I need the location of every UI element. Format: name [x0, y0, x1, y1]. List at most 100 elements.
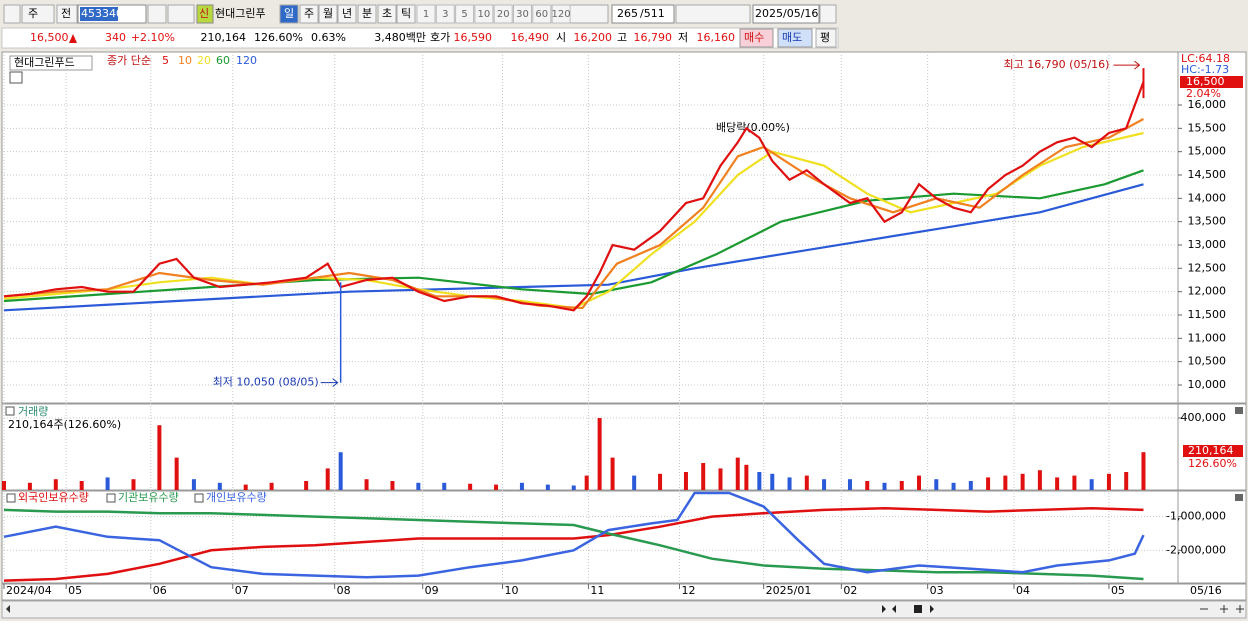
change-rate: +2.10%	[131, 31, 175, 44]
volume-bar	[2, 481, 6, 490]
legend-entry: 개인보유수량	[206, 491, 267, 504]
legend-box	[194, 493, 204, 503]
count: 20	[497, 9, 510, 20]
volume-bar	[917, 475, 922, 490]
sell-btn[interactable]	[777, 28, 813, 48]
shown-count: 265	[617, 7, 638, 20]
x-tick-label: 06	[153, 584, 167, 597]
close-btn[interactable]	[1235, 494, 1243, 501]
y-tick-label: 13,500	[1188, 215, 1227, 228]
volume-bar	[1141, 452, 1146, 490]
sound-btn[interactable]	[167, 4, 195, 24]
volume-bar	[986, 477, 991, 490]
scrollbar[interactable]	[1, 600, 1247, 619]
interval-btn[interactable]	[357, 4, 377, 24]
low-arrow	[320, 378, 339, 388]
volume-bar	[27, 482, 32, 490]
volume-bar	[770, 473, 775, 490]
volume-bar	[53, 479, 58, 490]
name-box	[9, 55, 93, 71]
count-btn[interactable]	[474, 4, 494, 24]
count-btn[interactable]	[455, 4, 475, 24]
volume-bar	[757, 472, 762, 490]
legend-entry: 기관보유수량	[118, 491, 179, 504]
count-btn[interactable]	[532, 4, 552, 24]
volume-bar	[364, 479, 369, 490]
count: 3	[442, 9, 448, 20]
volume-bar	[735, 457, 740, 490]
buy-btn[interactable]	[739, 28, 774, 48]
panel-box	[5, 406, 15, 416]
legend-box	[106, 493, 116, 503]
new-badge-box	[196, 4, 214, 24]
volume-bar	[1003, 475, 1008, 490]
x-tick-label: 07	[235, 584, 249, 597]
date-box[interactable]	[752, 4, 820, 24]
volume-bar	[1124, 472, 1129, 490]
panel-stock-name: 현대그린푸드	[14, 56, 75, 69]
count-btn[interactable]	[416, 4, 436, 24]
interval-btn[interactable]	[377, 4, 397, 24]
search-btn[interactable]	[147, 4, 167, 24]
period: 주	[28, 7, 38, 20]
table-icon[interactable]	[9, 71, 23, 84]
series-line	[3, 183, 1144, 312]
volume-bar	[822, 479, 827, 490]
avg-btn[interactable]	[815, 28, 837, 48]
count-btn[interactable]	[493, 4, 513, 24]
volume-bar	[632, 475, 637, 490]
volume-bar	[683, 472, 688, 490]
volume-current: 210,164	[1188, 444, 1234, 457]
menu-icon[interactable]	[3, 4, 21, 24]
zoom-in[interactable]	[1220, 605, 1244, 613]
current-box	[1180, 76, 1243, 88]
volume-bar	[787, 477, 792, 490]
interval: 년	[342, 7, 352, 20]
volume-bar	[442, 482, 447, 490]
interval-btn[interactable]	[279, 4, 299, 24]
count-btn[interactable]	[551, 4, 571, 24]
prev-btn[interactable]	[56, 4, 78, 24]
volume-bar	[934, 479, 939, 490]
y-tick-label: 12,000	[1188, 285, 1227, 298]
count-btn[interactable]	[513, 4, 532, 24]
y-tick-label: 15,500	[1188, 121, 1227, 134]
volume-bar	[105, 477, 110, 490]
count: 5	[461, 9, 467, 20]
interval-btn[interactable]	[337, 4, 357, 24]
count: 1	[423, 9, 429, 20]
series-line	[3, 118, 1145, 310]
interval: 초	[382, 7, 392, 20]
current-rate: 2.04%	[1186, 87, 1221, 100]
volume-bar	[304, 481, 309, 490]
tool-icons[interactable]	[675, 4, 751, 24]
playback-icons[interactable]	[882, 605, 934, 613]
date: 2025/05/16	[755, 7, 818, 20]
x-tick-label: 03	[930, 584, 944, 597]
current-price: 16,500	[1186, 75, 1225, 88]
y-tick-label: 400,000	[1181, 411, 1227, 424]
volume-bar	[584, 475, 589, 490]
legend-entry: 60	[216, 54, 230, 67]
interval-btn[interactable]	[299, 4, 319, 24]
volume-bar	[191, 479, 196, 490]
sell: 매도	[782, 31, 802, 44]
count-select[interactable]	[569, 4, 609, 24]
volume-ratio: 126.60%	[254, 31, 303, 44]
legend-entry: 5	[162, 54, 169, 67]
y-tick-label: 14,000	[1188, 191, 1227, 204]
count-btn[interactable]	[435, 4, 455, 24]
interval: 분	[362, 7, 372, 20]
interval: 월	[323, 7, 333, 20]
x-tick-label: 08	[337, 584, 351, 597]
period-select[interactable]	[21, 4, 55, 24]
calendar-btn[interactable]	[819, 4, 837, 24]
y-tick-label: -1,000,000	[1166, 510, 1226, 523]
close-btn[interactable]	[1235, 407, 1243, 414]
scroll-left[interactable]	[6, 605, 10, 613]
interval-btn[interactable]	[318, 4, 338, 24]
prev: 전	[61, 7, 71, 20]
legend-entry: 외국인보유수량	[18, 491, 89, 504]
interval-btn[interactable]	[396, 4, 416, 24]
